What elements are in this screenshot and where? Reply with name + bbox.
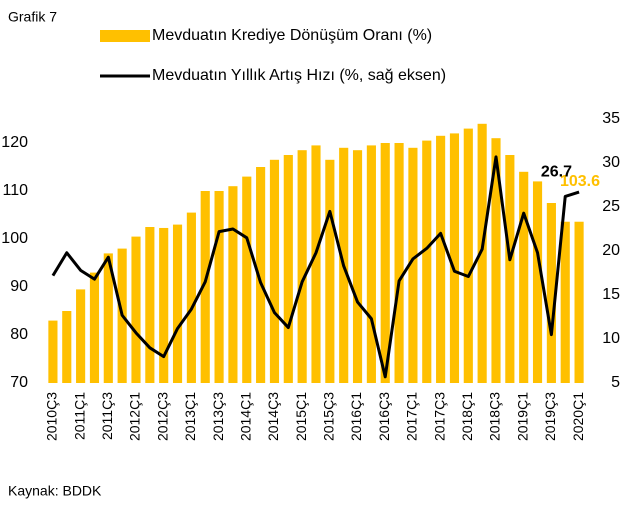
bar (449, 133, 460, 383)
annotation: 103.6 (560, 173, 600, 190)
bar (325, 159, 335, 383)
x-tick-label: 2013Ç1 (182, 392, 198, 441)
annotation: 26.7 (541, 163, 572, 180)
y2-tick-label: 5 (611, 374, 620, 391)
bar (228, 186, 238, 383)
bar (48, 320, 58, 383)
bar (491, 138, 501, 383)
legend-label: Mevduatın Krediye Dönüşüm Oranı (%) (152, 27, 432, 44)
x-tick-label: 2011Ç1 (71, 392, 87, 440)
x-tick-label: 2015Ç1 (293, 392, 309, 441)
y-tick-label: 80 (10, 326, 28, 343)
x-tick-label: 2014Ç3 (265, 392, 281, 441)
bar (560, 221, 570, 383)
y2-tick-label: 15 (602, 286, 620, 303)
bar (505, 155, 515, 383)
line (51, 155, 580, 379)
bar (256, 167, 266, 383)
bar (242, 176, 252, 383)
bar (519, 171, 529, 383)
y2-tick-label: 35 (602, 110, 620, 127)
bar (422, 140, 432, 383)
y-tick-label: 70 (10, 374, 28, 391)
bar (394, 143, 404, 383)
bar (311, 145, 321, 383)
bar (352, 150, 363, 383)
y2-tick-label: 30 (602, 154, 620, 171)
x-tick-label: 2018Ç1 (459, 392, 475, 441)
x-tick-label: 2015Ç3 (321, 392, 337, 441)
x-tick-label: 2017Ç3 (431, 392, 447, 441)
bar (159, 227, 169, 383)
bar (145, 227, 155, 383)
x-tick-label: 2017Ç1 (404, 392, 420, 441)
bar (574, 221, 584, 383)
legend-swatch (100, 30, 150, 42)
x-tick-label: 2016Ç3 (376, 392, 392, 441)
bar (477, 123, 487, 384)
x-tick-label: 2016Ç1 (348, 392, 364, 441)
bar (297, 150, 307, 383)
legend-label: Mevduatın Yıllık Artış Hızı (%, sağ ekse… (152, 67, 446, 84)
bar (186, 212, 196, 383)
bar (214, 191, 224, 383)
bar (546, 203, 556, 383)
bar (62, 311, 72, 383)
chart-title: Grafik 7 (8, 9, 57, 25)
x-tick-label: 2014Ç1 (237, 392, 253, 441)
x-tick-label: 2018Ç3 (487, 392, 503, 441)
bar (269, 159, 280, 383)
source: Kaynak: BDDK (8, 483, 102, 499)
x-tick-label: 2010Ç3 (44, 392, 60, 441)
x-tick-label: 2013Ç3 (210, 392, 226, 441)
x-tick-label: 2012Ç1 (127, 392, 143, 441)
y2-tick-label: 20 (602, 242, 620, 259)
bar (200, 191, 210, 383)
x-tick-label: 2011Ç3 (99, 392, 115, 440)
y2-tick-label: 10 (602, 330, 620, 347)
bar (103, 253, 113, 383)
bar (283, 155, 293, 383)
x-tick-label: 2020Ç1 (570, 392, 586, 441)
bar (532, 181, 543, 383)
bar (366, 145, 376, 383)
bar (463, 128, 473, 383)
bar (408, 147, 418, 383)
bar (89, 272, 100, 383)
bar (172, 224, 183, 383)
x-tick-label: 2012Ç3 (154, 392, 170, 441)
y-tick-label: 110 (2, 182, 28, 199)
y-tick-label: 90 (10, 278, 28, 295)
x-tick-label: 2019Ç3 (542, 392, 558, 441)
bar (131, 236, 141, 383)
y-tick-label: 120 (1, 134, 28, 151)
y2-tick-label: 25 (602, 198, 620, 215)
x-tick-label: 2019Ç1 (514, 392, 530, 441)
y-tick-label: 100 (1, 230, 28, 247)
bar (76, 289, 86, 383)
bar (436, 135, 446, 383)
bar (380, 143, 390, 383)
